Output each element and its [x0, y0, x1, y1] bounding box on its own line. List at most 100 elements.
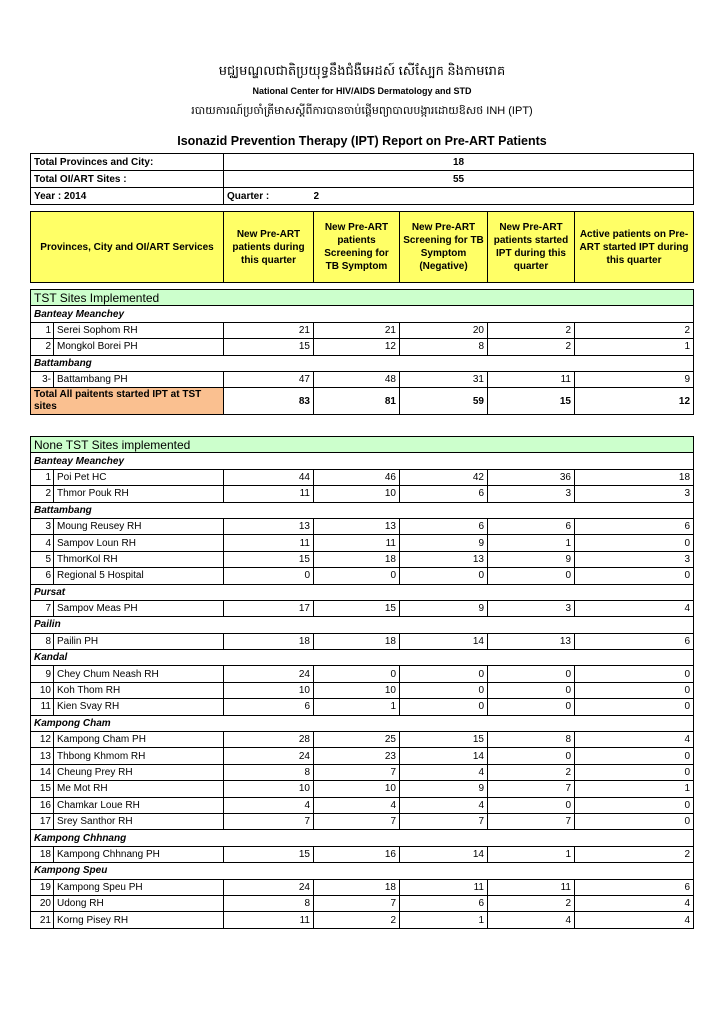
value-cell: 36: [487, 468, 575, 487]
value-cell: 15: [223, 550, 314, 569]
site-number: 7: [30, 599, 54, 618]
site-name: Sampov Meas PH: [53, 599, 224, 618]
site-number: 1: [30, 321, 54, 340]
value-cell: 0: [487, 698, 575, 716]
value-cell: 4: [399, 796, 488, 814]
value-cell: 18: [313, 878, 400, 896]
khmer-org-name: មជ្ឈមណ្ឌលជាតិប្រយុទ្ធនឹងជំងឺអេដស៍ សើស្បែ…: [218, 63, 506, 78]
value-cell: 0: [399, 567, 488, 585]
province-row: Pursat: [29, 583, 695, 601]
value-cell: 9: [487, 550, 575, 569]
value-cell: 9: [399, 534, 488, 552]
total-value-cell: 12: [573, 387, 695, 416]
site-name: Chey Chum Neash RH: [53, 665, 224, 683]
value-cell: 15: [223, 845, 314, 864]
value-cell: 7: [487, 812, 575, 831]
value-cell: 0: [573, 534, 695, 552]
table-row: 2 Thmor Pouk RH 11 10 6 3 3: [30, 485, 695, 503]
value-cell: 6: [573, 517, 695, 536]
report-title: Isonazid Prevention Therapy (IPT) Report…: [177, 134, 547, 148]
value-cell: 18: [573, 468, 695, 487]
province-name: Banteay Meanchey: [29, 452, 695, 470]
value-cell: 3: [487, 485, 575, 503]
site-name: Moung Reusey RH: [53, 517, 224, 536]
value-cell: 8: [223, 763, 314, 782]
table-row: 11 Kien Svay RH 6 1 0 0 0: [30, 698, 695, 716]
table-row: 17 Srey Santhor RH 7 7 7 7 0: [30, 812, 695, 831]
value-cell: 4: [399, 763, 488, 782]
value-cell: 6: [487, 517, 575, 536]
value-cell: 4: [573, 731, 695, 749]
year-label: Year : 2014: [30, 187, 224, 205]
value-cell: 42: [399, 468, 488, 487]
table-row: 16 Chamkar Loue RH 4 4 4 0 0: [30, 796, 695, 814]
table-row: 3 Moung Reusey RH 13 13 6 6 6: [30, 517, 695, 536]
site-name: Udong RH: [53, 894, 224, 913]
value-cell: 0: [573, 796, 695, 814]
value-cell: 25: [313, 731, 400, 749]
value-cell: 2: [573, 845, 695, 864]
site-number: 2: [30, 338, 54, 356]
value-cell: 10: [223, 681, 314, 700]
province-row: Banteay Meanchey: [29, 305, 695, 323]
info-table: Total Provinces and City: 18 Total OI/AR…: [30, 153, 694, 205]
value-cell: 47: [223, 370, 314, 389]
value-cell: 0: [573, 567, 695, 585]
site-name: Chamkar Loue RH: [53, 796, 224, 814]
value-cell: 3: [487, 599, 575, 618]
value-cell: 13: [223, 517, 314, 536]
site-name: Kampong Chhnang PH: [53, 845, 224, 864]
table-row: 3- Battambang PH 47 48 31 11 9: [30, 370, 695, 389]
value-cell: 11: [223, 534, 314, 552]
site-number: 13: [30, 747, 54, 765]
khmer-report-title: របាយការណ៍ប្រចាំត្រីមាសស្តីពីការបានចាប់ផ្…: [191, 105, 533, 117]
total-value-cell: 59: [399, 387, 488, 416]
value-cell: 7: [313, 812, 400, 831]
site-number: 3-: [30, 370, 54, 389]
site-number: 14: [30, 763, 54, 782]
province-name: Kampong Cham: [29, 714, 695, 733]
value-cell: 14: [399, 845, 488, 864]
province-row: Banteay Meanchey: [29, 452, 695, 470]
table-row: 12 Kampong Cham PH 28 25 15 8 4: [30, 731, 695, 749]
table-row: 1 Serei Sophom RH 21 21 20 2 2: [30, 321, 695, 340]
site-number: 2: [30, 485, 54, 503]
value-cell: 0: [573, 698, 695, 716]
value-cell: 6: [573, 632, 695, 651]
table-row: 15 Me Mot RH 10 10 9 7 1: [30, 780, 695, 798]
site-name: Korng Pisey RH: [53, 911, 224, 929]
col-header-started-ipt: New Pre-ART patients started IPT during …: [487, 211, 575, 283]
value-cell: 7: [487, 780, 575, 798]
value-cell: 7: [313, 763, 400, 782]
table-row: 18 Kampong Chhnang PH 15 16 14 1 2: [30, 845, 695, 864]
value-cell: 6: [573, 878, 695, 896]
province-name: Kampong Chhnang: [29, 829, 695, 847]
value-cell: 24: [223, 747, 314, 765]
value-cell: 0: [487, 681, 575, 700]
total-value-cell: 83: [223, 387, 314, 416]
total-row: Total All paitents started IPT at TST si…: [30, 387, 695, 416]
site-number: 8: [30, 632, 54, 651]
value-cell: 11: [223, 485, 314, 503]
value-cell: 2: [487, 321, 575, 340]
value-cell: 4: [573, 599, 695, 618]
table-row: 1 Poi Pet HC 44 46 42 36 18: [30, 468, 695, 487]
info-row-year: Year : 2014 Quarter : 2: [30, 187, 694, 205]
site-name: Kampong Cham PH: [53, 731, 224, 749]
site-number: 20: [30, 894, 54, 913]
site-number: 6: [30, 567, 54, 585]
sites-value: 55: [223, 170, 694, 188]
site-name: ThmorKol RH: [53, 550, 224, 569]
site-number: 3: [30, 517, 54, 536]
value-cell: 18: [313, 632, 400, 651]
value-cell: 13: [399, 550, 488, 569]
value-cell: 4: [573, 911, 695, 929]
quarter-value: 2: [313, 187, 694, 205]
value-cell: 9: [399, 780, 488, 798]
table-row: 6 Regional 5 Hospital 0 0 0 0 0: [30, 567, 695, 585]
site-number: 15: [30, 780, 54, 798]
site-name: Cheung Prey RH: [53, 763, 224, 782]
value-cell: 12: [313, 338, 400, 356]
value-cell: 15: [399, 731, 488, 749]
